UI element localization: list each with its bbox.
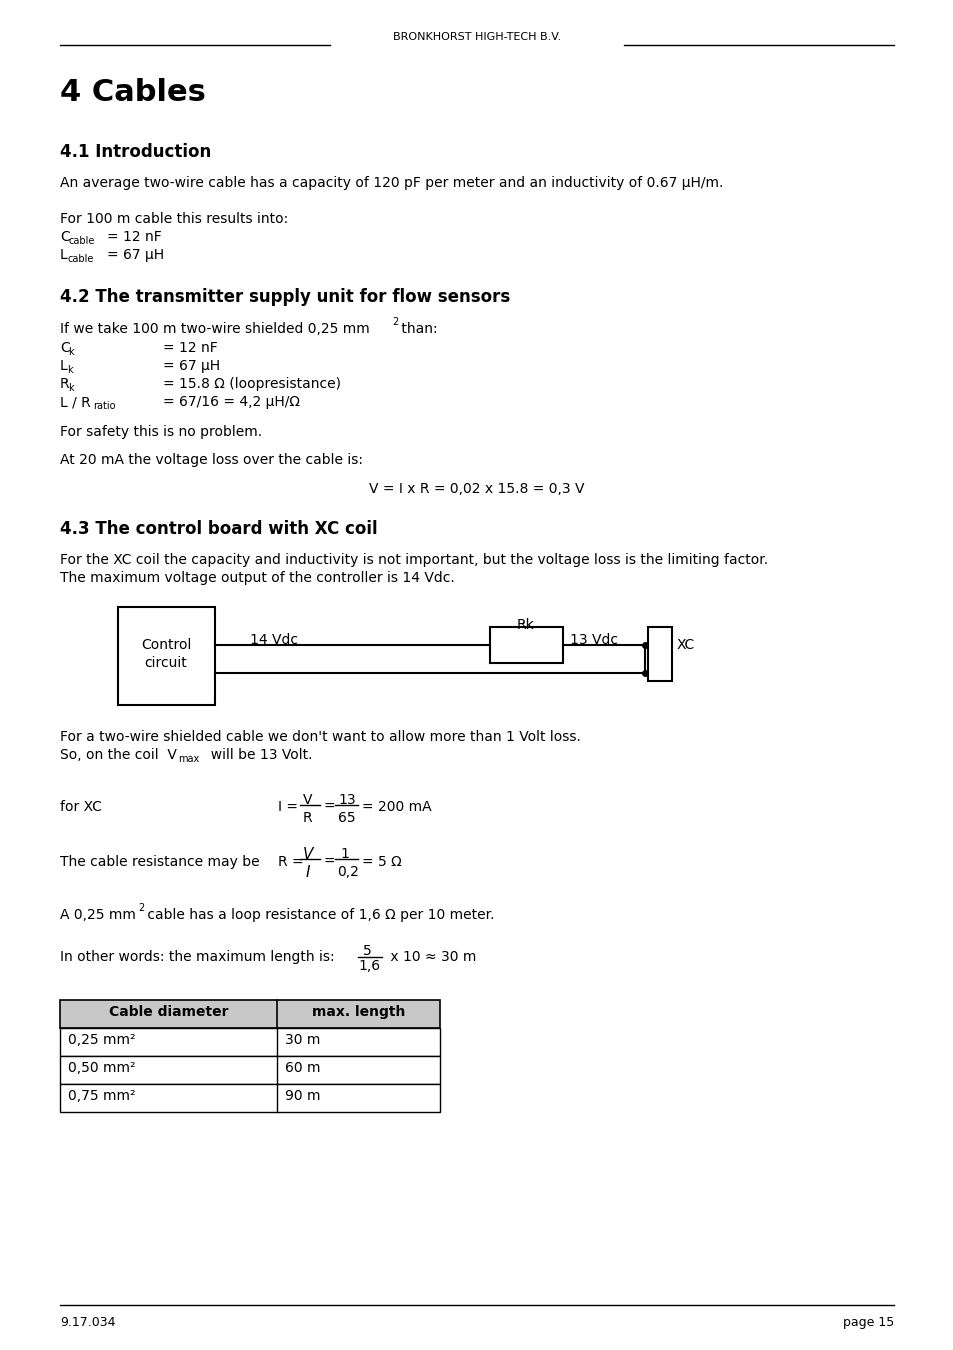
Text: 60 m: 60 m <box>285 1061 320 1075</box>
Text: 14 Vdc: 14 Vdc <box>250 633 297 647</box>
Text: V = I x R = 0,02 x 15.8 = 0,3 V: V = I x R = 0,02 x 15.8 = 0,3 V <box>369 482 584 495</box>
Bar <box>60 1000 439 1027</box>
Text: 2: 2 <box>138 903 144 913</box>
Text: = 12 nF: = 12 nF <box>163 342 217 355</box>
Text: For the XC coil the capacity and inductivity is not important, but the voltage l: For the XC coil the capacity and inducti… <box>60 554 767 567</box>
Text: x 10 ≈ 30 m: x 10 ≈ 30 m <box>386 950 476 964</box>
Text: 0,75 mm²: 0,75 mm² <box>68 1089 135 1103</box>
Text: L: L <box>60 248 68 262</box>
Text: 30 m: 30 m <box>285 1033 320 1048</box>
Text: For 100 m cable this results into:: For 100 m cable this results into: <box>60 212 288 225</box>
Text: V: V <box>303 792 313 807</box>
Text: for XC: for XC <box>60 801 102 814</box>
Text: 4 Cables: 4 Cables <box>60 78 206 107</box>
Text: L / R: L / R <box>60 396 91 409</box>
Text: Cable diameter: Cable diameter <box>109 1004 228 1019</box>
Text: L: L <box>60 359 68 373</box>
Text: Control: Control <box>141 639 191 652</box>
Text: For a two-wire shielded cable we don't want to allow more than 1 Volt loss.: For a two-wire shielded cable we don't w… <box>60 730 580 744</box>
Bar <box>118 608 214 705</box>
Text: k: k <box>68 383 73 393</box>
Text: If we take 100 m two-wire shielded 0,25 mm: If we take 100 m two-wire shielded 0,25 … <box>60 323 370 336</box>
Text: 90 m: 90 m <box>285 1089 320 1103</box>
Text: 65: 65 <box>337 811 355 825</box>
Text: V: V <box>303 846 313 863</box>
Text: XC: XC <box>677 639 695 652</box>
Text: 4.2 The transmitter supply unit for flow sensors: 4.2 The transmitter supply unit for flow… <box>60 288 510 306</box>
Text: 2: 2 <box>392 317 397 327</box>
Text: will be 13 Volt.: will be 13 Volt. <box>202 748 313 761</box>
Text: BRONKHORST HIGH-TECH B.V.: BRONKHORST HIGH-TECH B.V. <box>393 32 560 42</box>
Text: 5: 5 <box>363 944 372 958</box>
Text: So, on the coil  V: So, on the coil V <box>60 748 176 761</box>
Text: R: R <box>303 811 313 825</box>
Text: 4.1 Introduction: 4.1 Introduction <box>60 143 211 161</box>
Text: 1,6: 1,6 <box>357 958 379 973</box>
Text: The cable resistance may be: The cable resistance may be <box>60 855 259 869</box>
Text: = 15.8 Ω (loopresistance): = 15.8 Ω (loopresistance) <box>163 377 340 392</box>
Text: Rk: Rk <box>517 618 535 632</box>
Text: C: C <box>60 342 70 355</box>
Text: k: k <box>67 364 72 375</box>
Text: = 200 mA: = 200 mA <box>361 801 431 814</box>
Text: max. length: max. length <box>312 1004 405 1019</box>
Text: =: = <box>324 855 335 869</box>
Text: page 15: page 15 <box>841 1316 893 1328</box>
Bar <box>60 1027 439 1056</box>
Text: For safety this is no problem.: For safety this is no problem. <box>60 425 262 439</box>
Text: ratio: ratio <box>92 401 115 410</box>
Text: = 67 μH: = 67 μH <box>163 359 220 373</box>
Text: circuit: circuit <box>145 656 187 670</box>
Bar <box>60 1056 439 1084</box>
Text: A 0,25 mm: A 0,25 mm <box>60 909 135 922</box>
Text: = 5 Ω: = 5 Ω <box>361 855 401 869</box>
Text: The maximum voltage output of the controller is 14 Vdc.: The maximum voltage output of the contro… <box>60 571 455 585</box>
Text: 13: 13 <box>337 792 355 807</box>
Text: I: I <box>306 865 310 880</box>
Text: I =: I = <box>277 801 297 814</box>
Text: R =: R = <box>277 855 303 869</box>
Bar <box>647 626 671 680</box>
Text: At 20 mA the voltage loss over the cable is:: At 20 mA the voltage loss over the cable… <box>60 454 363 467</box>
Text: 9.17.034: 9.17.034 <box>60 1316 115 1328</box>
Text: R: R <box>60 377 70 392</box>
Text: 0,2: 0,2 <box>336 865 358 879</box>
Text: =: = <box>324 801 335 814</box>
Text: = 12 nF: = 12 nF <box>107 230 162 244</box>
Text: than:: than: <box>396 323 437 336</box>
Text: C: C <box>60 230 70 244</box>
Text: cable: cable <box>68 254 94 265</box>
Text: = 67/16 = 4,2 μH/Ω: = 67/16 = 4,2 μH/Ω <box>163 396 299 409</box>
Text: 4.3 The control board with XC coil: 4.3 The control board with XC coil <box>60 520 377 539</box>
Bar <box>490 626 562 663</box>
Text: In other words: the maximum length is:: In other words: the maximum length is: <box>60 950 335 964</box>
Text: An average two-wire cable has a capacity of 120 pF per meter and an inductivity : An average two-wire cable has a capacity… <box>60 176 722 190</box>
Text: 1: 1 <box>339 846 349 861</box>
Text: = 67 μH: = 67 μH <box>107 248 164 262</box>
Text: k: k <box>68 347 73 356</box>
Text: cable: cable <box>69 236 95 246</box>
Text: max: max <box>178 755 199 764</box>
Text: 0,50 mm²: 0,50 mm² <box>68 1061 135 1075</box>
Text: cable has a loop resistance of 1,6 Ω per 10 meter.: cable has a loop resistance of 1,6 Ω per… <box>143 909 494 922</box>
Text: 0,25 mm²: 0,25 mm² <box>68 1033 135 1048</box>
Text: 13 Vdc: 13 Vdc <box>569 633 618 647</box>
Bar <box>60 1084 439 1112</box>
